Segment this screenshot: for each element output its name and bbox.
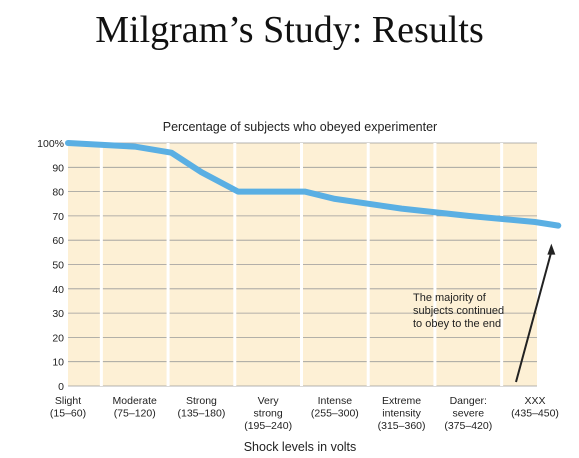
y-tick-label: 30 [52,308,64,320]
annotation-arrow-head [547,243,556,255]
obedience-line [65,140,562,229]
y-tick-label: 0 [58,381,64,393]
x-category-label: Slight (15–60) [50,395,86,420]
x-category-label: Moderate (75–120) [113,395,158,420]
x-category-label: Strong (135–180) [177,395,225,420]
x-axis-label: Shock levels in volts [244,440,357,454]
y-tick-label: 20 [52,332,64,344]
annotation-text: The majority of subjects continued to obey… [413,292,504,330]
y-tick-label: 70 [52,211,64,223]
annotation: The majority of subjects continued to obey… [413,292,504,330]
x-category-label: Danger: severe (375–420) [444,395,492,432]
y-axis-ticks: 0 10 20 30 40 50 60 70 80 90 100% [37,138,64,393]
slide-title: Milgram’s Study: Results [95,9,484,51]
y-tick-label: 10 [52,357,64,369]
x-category-label: XXX (435–450) [511,395,559,420]
x-axis-categories: Slight (15–60) Moderate (75–120) Strong (135–… [50,395,559,432]
y-tick-label: 60 [52,235,64,247]
annotation-arrow [515,251,553,383]
y-tick-label: 40 [52,284,64,296]
category-separators [99,143,504,386]
y-tick-label: 80 [52,187,64,199]
y-tick-label: 100% [37,138,64,150]
x-category-label: Extreme intensity (315–360) [378,395,426,432]
chart-title: Percentage of subjects who obeyed experi… [163,120,437,134]
y-tick-label: 90 [52,162,64,174]
y-tick-label: 50 [52,260,64,272]
x-category-label: Very strong (195–240) [244,395,292,432]
x-category-label: Intense (255–300) [311,395,359,420]
